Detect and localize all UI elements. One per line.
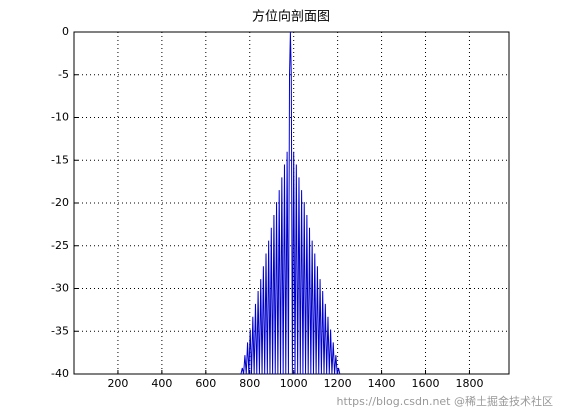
watermark: https://blog.csdn.net @稀土掘金技术社区: [337, 394, 553, 408]
x-tick-label: 400: [151, 377, 172, 390]
y-tick-label: -25: [51, 239, 69, 252]
y-tick-label: -20: [51, 196, 69, 209]
y-tick-label: -40: [51, 367, 69, 380]
chart-title: 方位向剖面图: [252, 9, 330, 25]
x-tick-label: 1400: [368, 377, 396, 390]
y-tick-label: -30: [51, 282, 69, 295]
x-tick-label: 1200: [324, 377, 352, 390]
x-tick-label: 600: [195, 377, 216, 390]
y-tick-label: -5: [58, 68, 69, 81]
x-tick-label: 1800: [455, 377, 483, 390]
x-tick-label: 1000: [280, 377, 308, 390]
y-tick-label: 0: [62, 25, 69, 38]
x-tick-label: 800: [239, 377, 260, 390]
y-tick-label: -15: [51, 153, 69, 166]
line-series: [240, 32, 341, 374]
x-tick-label: 200: [107, 377, 128, 390]
y-tick-label: -35: [51, 324, 69, 337]
x-tick-label: 1600: [412, 377, 440, 390]
y-tick-label: -10: [51, 111, 69, 124]
